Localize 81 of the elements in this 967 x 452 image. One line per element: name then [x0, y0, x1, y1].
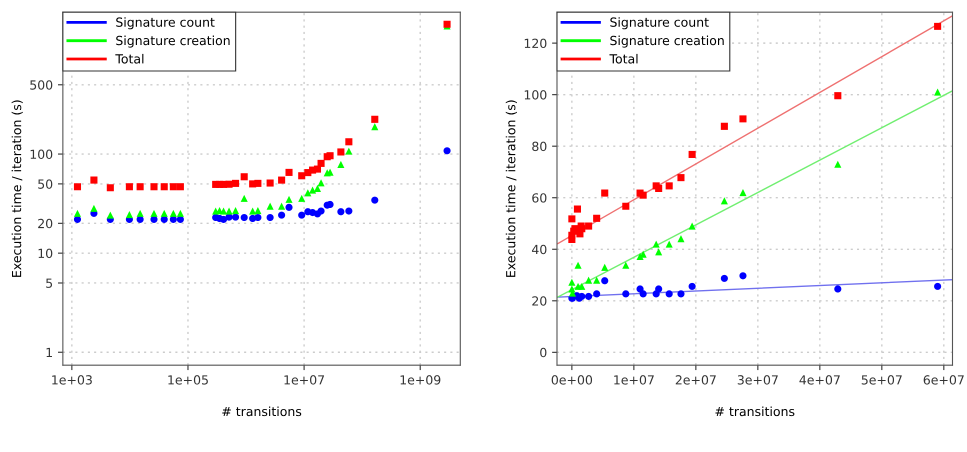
x-axis-title: # transitions [222, 406, 302, 416]
point [934, 282, 942, 290]
y-tick-label: 50 [38, 179, 52, 189]
y-tick-label: 100 [524, 90, 546, 100]
point [655, 248, 662, 256]
y-tick-label: 10 [38, 248, 52, 258]
x-tick-label: 4e+07 [799, 375, 840, 385]
x-tick-label: 6e+07 [924, 375, 964, 385]
y-tick-label: 120 [524, 38, 546, 48]
x-tick-label: 0e+00 [552, 375, 592, 385]
legend-label: Total [609, 54, 638, 64]
point [688, 222, 696, 230]
x-axis-title: # transitions [715, 406, 794, 416]
y-axis-title: Execution time / iteration (s) [506, 100, 517, 277]
point [666, 290, 673, 298]
point [934, 22, 942, 30]
point [655, 285, 662, 292]
point [574, 262, 582, 269]
point [640, 290, 647, 298]
point [568, 278, 576, 286]
point [688, 150, 696, 158]
x-tick-label: 1e+09 [400, 375, 440, 385]
point [593, 214, 600, 222]
point [601, 264, 608, 271]
point [593, 276, 600, 284]
y-axis-title: Execution time / iteration (s) [12, 100, 23, 277]
point [677, 174, 685, 182]
point [666, 182, 673, 190]
x-tick-label: 1e+03 [52, 375, 92, 385]
legend-label: Signature count [116, 17, 215, 30]
point [574, 206, 581, 213]
x-tick-label: 1e+07 [284, 375, 324, 385]
legend-label: Total [115, 54, 144, 64]
point [834, 160, 842, 168]
point [739, 115, 747, 122]
x-tick-label: 5e+07 [862, 375, 902, 385]
point [636, 285, 644, 292]
point [585, 222, 592, 230]
point [688, 282, 696, 290]
x-tick-label: 1e+07 [614, 375, 654, 385]
point [578, 225, 586, 232]
point [720, 122, 728, 130]
point [739, 272, 747, 280]
point [720, 274, 728, 282]
y-tick-label: 40 [532, 244, 546, 254]
point [666, 240, 673, 248]
point [739, 189, 747, 196]
point [622, 262, 630, 269]
y-tick-label: 5 [46, 278, 52, 288]
point [622, 290, 630, 298]
point [601, 190, 608, 197]
point [568, 215, 576, 222]
point [655, 184, 662, 192]
y-tick-label: 0 [540, 348, 546, 358]
y-tick-label: 60 [532, 193, 546, 203]
point [640, 192, 647, 199]
point [652, 240, 660, 248]
legend-label: Signature creation [116, 36, 230, 48]
point [585, 292, 592, 300]
y-tick-label: 1 [46, 348, 52, 358]
x-tick-label: 2e+07 [676, 375, 716, 385]
point [593, 290, 600, 298]
x-tick-label: 3e+07 [738, 375, 778, 385]
y-tick-label: 500 [30, 80, 52, 90]
point [677, 235, 685, 242]
y-tick-label: 80 [532, 142, 546, 152]
point [677, 290, 685, 298]
point [834, 92, 842, 100]
point [578, 282, 586, 290]
legend-label: Signature creation [610, 36, 724, 48]
y-tick-label: 20 [38, 218, 52, 228]
x-tick-label: 1e+05 [168, 375, 208, 385]
point [622, 202, 630, 210]
point [934, 88, 942, 96]
point [601, 277, 608, 284]
point [720, 197, 728, 204]
y-tick-label: 100 [30, 150, 52, 159]
y-tick-label: 20 [532, 296, 546, 306]
point [585, 276, 592, 284]
point [834, 285, 842, 292]
legend-label: Signature count [610, 17, 709, 30]
